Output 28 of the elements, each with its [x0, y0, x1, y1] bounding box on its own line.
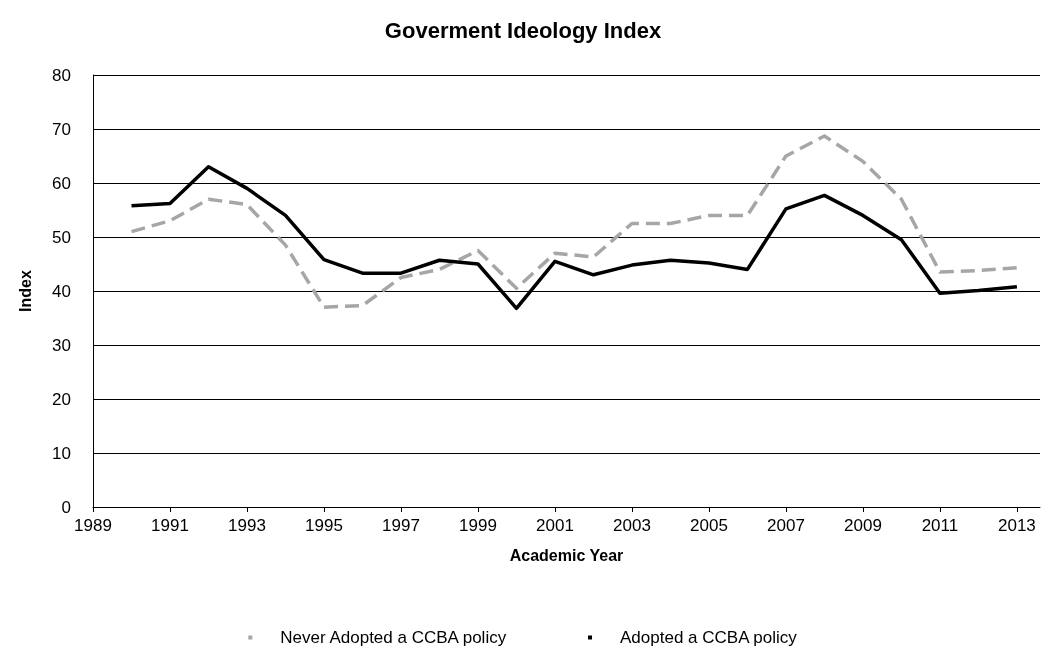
x-tick-label: 2011: [921, 516, 959, 535]
x-tick-label: 1997: [382, 516, 420, 535]
y-tick-label: 70: [52, 119, 71, 139]
x-tick-label: 2001: [536, 516, 574, 535]
y-tick-label: 0: [61, 497, 71, 517]
y-tick-label: 40: [52, 281, 71, 301]
legend-label: Adopted a CCBA policy: [620, 628, 798, 647]
legend-label: Never Adopted a CCBA policy: [280, 628, 507, 647]
y-tick-label: 20: [52, 389, 71, 409]
x-tick-label: 2007: [767, 516, 805, 535]
y-tick-label: 30: [52, 335, 71, 355]
y-axis-title: Index: [16, 270, 34, 312]
y-tick-label: 50: [52, 227, 71, 247]
x-tick-label: 1995: [305, 516, 343, 535]
x-tick-label: 2009: [844, 516, 882, 535]
x-tick-label: 2013: [997, 516, 1036, 535]
x-tick-label: 1991: [151, 516, 189, 535]
x-axis-title: Academic Year: [509, 546, 624, 564]
x-tick-label: 2005: [690, 516, 728, 535]
y-tick-label: 80: [52, 65, 71, 85]
x-tick-label: 1989: [74, 516, 112, 535]
y-tick-label: 60: [52, 173, 71, 193]
x-tick-label: 2003: [613, 516, 651, 535]
chart-title: Goverment Ideology Index: [384, 17, 662, 43]
x-tick-label: 1999: [459, 516, 497, 535]
x-tick-label: 1993: [228, 516, 266, 535]
y-tick-label: 10: [52, 443, 71, 463]
line-series: [129, 134, 1019, 309]
